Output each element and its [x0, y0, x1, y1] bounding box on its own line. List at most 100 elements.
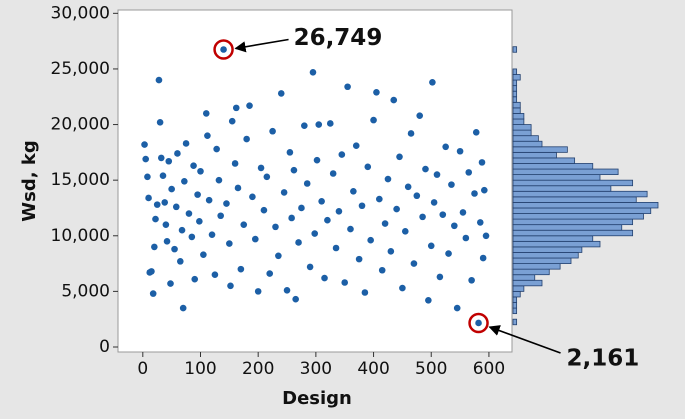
- plot-area: [117, 9, 513, 353]
- point: [172, 203, 180, 211]
- point: [313, 156, 321, 164]
- point: [178, 226, 186, 234]
- histogram-bar: [512, 285, 525, 292]
- y-tick-label: 0: [99, 337, 110, 357]
- histogram-bar: [512, 196, 637, 203]
- point: [257, 164, 265, 172]
- histogram-bar: [512, 318, 518, 326]
- point: [350, 187, 357, 195]
- histogram-bar: [512, 252, 579, 259]
- point: [237, 265, 245, 273]
- annotation-arrow: [234, 38, 289, 53]
- point: [249, 193, 256, 201]
- point: [161, 199, 169, 206]
- point: [191, 275, 199, 283]
- x-tick-label: 600: [473, 359, 505, 379]
- histogram-bar: [512, 157, 576, 164]
- point: [141, 141, 148, 148]
- point: [151, 243, 158, 251]
- point: [177, 258, 184, 265]
- point: [448, 181, 455, 188]
- annotation-arrow: [488, 325, 561, 354]
- point: [202, 110, 210, 117]
- point: [344, 83, 351, 91]
- highlight-ring: [213, 39, 234, 60]
- histogram-bar: [512, 151, 557, 159]
- point: [290, 166, 298, 174]
- point: [194, 191, 201, 198]
- point: [288, 214, 295, 222]
- histogram-bar: [512, 274, 536, 281]
- histogram-bar: [512, 101, 521, 109]
- histogram-bar: [512, 229, 634, 237]
- y-tick-label: 30,000: [51, 3, 110, 23]
- point: [404, 183, 412, 191]
- point: [430, 199, 438, 206]
- point: [482, 232, 490, 240]
- point: [188, 233, 196, 241]
- point: [260, 206, 268, 214]
- point: [185, 210, 193, 217]
- x-tick-label: 200: [242, 359, 274, 379]
- point: [462, 234, 470, 242]
- y-tick-label: 15,000: [51, 170, 110, 190]
- point: [361, 289, 369, 296]
- histogram-bar: [512, 118, 525, 125]
- histogram-bar: [512, 224, 623, 231]
- point: [213, 145, 220, 153]
- point: [174, 150, 181, 157]
- histogram-bar: [512, 74, 521, 81]
- point: [468, 276, 475, 284]
- point: [283, 286, 291, 294]
- point: [167, 280, 174, 287]
- point: [390, 96, 398, 104]
- point: [179, 304, 187, 312]
- point: [153, 201, 161, 208]
- point: [182, 140, 190, 147]
- x-tick-label: 400: [357, 359, 389, 379]
- histogram-bar: [512, 202, 659, 209]
- y-tick-label: 5,000: [61, 281, 110, 301]
- y-axis-title: Wsd, kg: [19, 140, 40, 221]
- histogram-bar: [512, 46, 518, 53]
- point: [341, 279, 349, 286]
- point: [148, 268, 155, 275]
- point: [190, 162, 197, 170]
- point: [292, 295, 299, 303]
- histogram-bar: [512, 107, 521, 114]
- point: [373, 89, 380, 96]
- histogram-bar: [512, 68, 518, 75]
- point: [481, 186, 488, 194]
- highlight-ring: [468, 312, 489, 334]
- point: [298, 204, 305, 212]
- point: [168, 185, 175, 193]
- point: [197, 167, 204, 175]
- y-tick-label: 20,000: [51, 115, 110, 135]
- point: [234, 184, 242, 192]
- histogram-bar: [512, 174, 601, 181]
- point: [220, 46, 227, 53]
- point: [159, 172, 167, 180]
- point: [472, 129, 480, 136]
- point: [318, 197, 325, 205]
- histogram-bar: [512, 246, 583, 253]
- point: [301, 122, 308, 129]
- point: [436, 273, 444, 281]
- point: [231, 160, 239, 167]
- point: [269, 127, 276, 135]
- point: [228, 117, 236, 125]
- point: [155, 76, 163, 84]
- y-tick-label: 25,000: [51, 59, 110, 79]
- point: [280, 189, 288, 196]
- point: [171, 245, 178, 253]
- point: [475, 319, 482, 327]
- point: [309, 68, 317, 76]
- point: [364, 163, 372, 171]
- point: [275, 252, 282, 260]
- histogram-bar: [512, 163, 594, 170]
- histogram-bar: [512, 79, 518, 87]
- histogram-bar: [512, 268, 550, 276]
- histogram-bar: [512, 135, 539, 142]
- point: [240, 221, 248, 228]
- histogram-bar: [512, 218, 634, 226]
